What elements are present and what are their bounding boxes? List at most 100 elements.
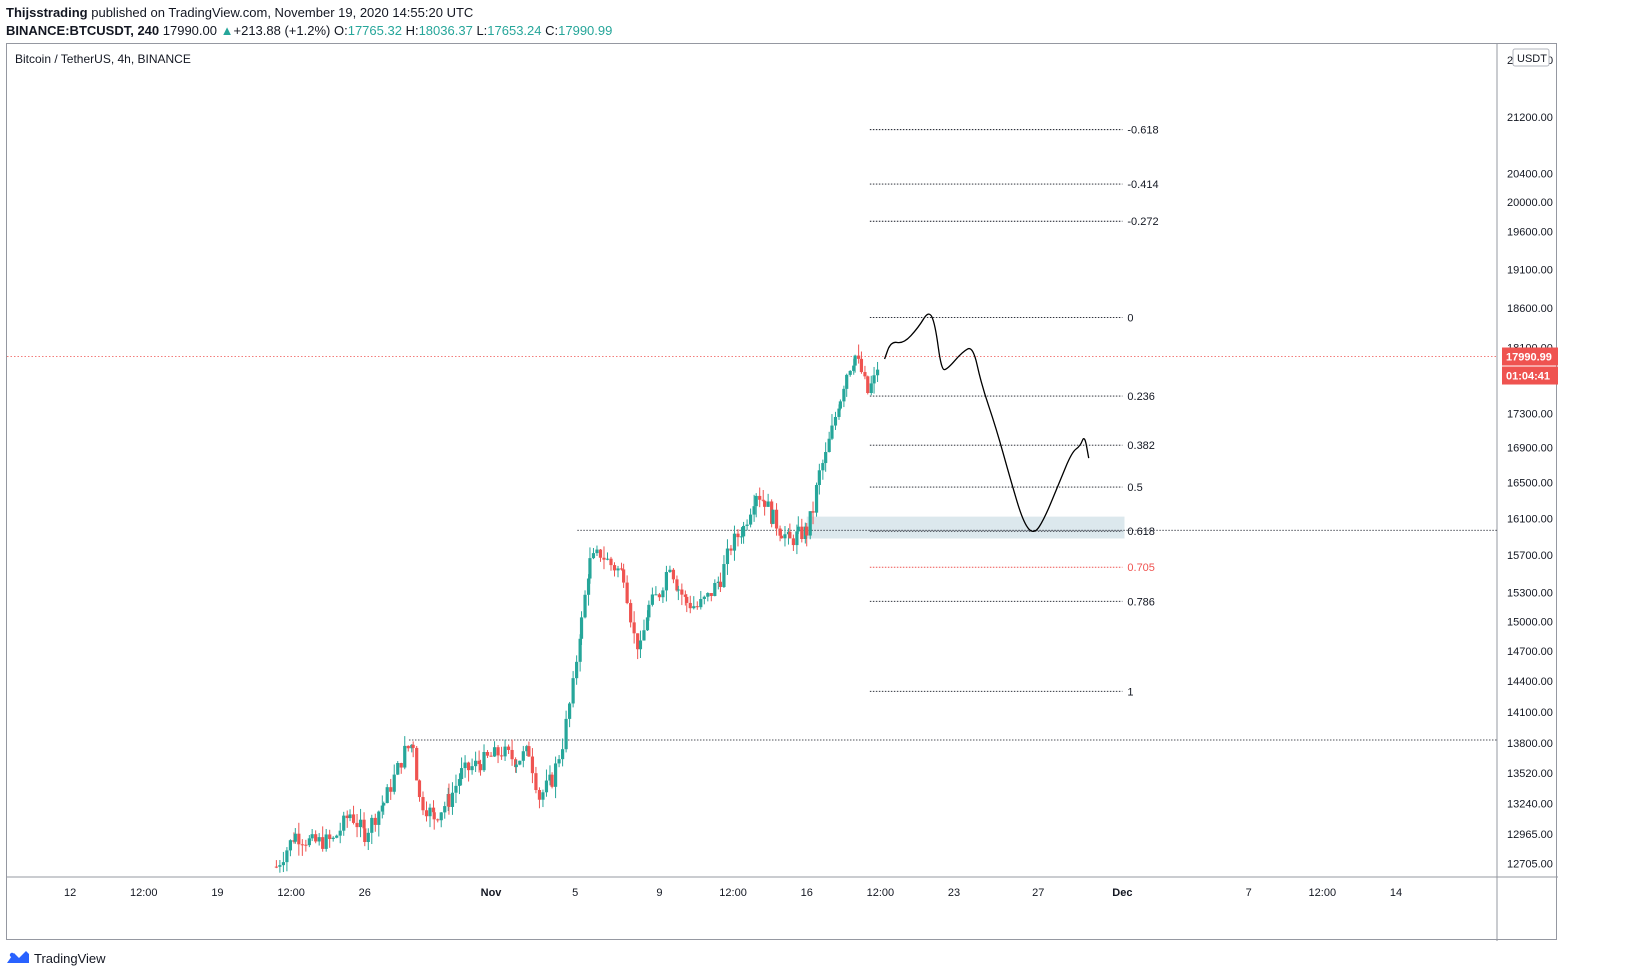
candle-body [619,568,624,570]
candle-body [358,819,363,828]
candle-body [345,815,349,819]
tradingview-brand[interactable]: TradingView [34,951,106,966]
candle-body [482,752,486,771]
publish-line: Thijsstrading published on TradingView.c… [6,4,612,22]
candle-body [489,755,493,757]
candle-body [588,558,592,579]
candle-body [342,815,346,831]
candle-body [709,593,713,597]
countdown-tag [1502,366,1558,385]
symbol-label[interactable]: BINANCE:BTCUSDT, 240 [6,23,160,38]
price-tick-label-top: 2 [1507,55,1513,67]
candle-body [485,752,490,756]
close-value: 17990.99 [558,23,613,38]
candle-body [852,365,856,371]
candle-body [609,558,613,566]
candle-body [779,535,784,539]
candle-body [380,805,384,812]
candle-body [506,746,511,750]
price-tick-label: 14100.00 [1507,707,1553,719]
chart-frame[interactable]: Bitcoin / TetherUS, 4h, BINANCE -0.618 -0.… [6,43,1558,941]
price-tick-label: 12705.00 [1507,859,1553,871]
current-price-tag [1502,347,1558,366]
time-tick-label: 12:00 [1309,887,1337,899]
candle-body [758,495,762,500]
candle-body [838,401,842,409]
candle-body [281,862,285,866]
fib-label-0.382: 0.382 [1127,440,1155,452]
candle-body [706,593,710,597]
candle-body [657,594,662,598]
candle-body [817,470,821,485]
candle-body [548,774,552,781]
candle-body [403,745,407,768]
candle-body [783,534,787,539]
candle-body [699,599,703,608]
fib-label-0.705: 0.705 [1127,562,1155,574]
candle-body [450,792,455,807]
candle-body [598,549,603,558]
candle-body [568,703,572,719]
candle-body [571,678,575,704]
fib-label-0.236: 0.236 [1127,391,1155,403]
candle-body [716,581,720,584]
candle-body [863,372,867,377]
candle-body [778,528,782,536]
candle-body [732,533,737,551]
open-label: O: [333,23,348,38]
currency-badge: USDT [1517,53,1547,65]
candle-body [725,548,730,565]
candle-body [702,596,706,600]
candle-body [470,766,474,771]
candle-body [544,780,549,793]
candle-body [510,749,514,760]
candle-body [578,638,582,662]
candle-body [796,526,800,532]
time-tick-label: 12:00 [130,887,158,899]
price-tick-label: 19600.00 [1507,227,1553,239]
candle-body [595,549,599,554]
price-tick-label: 15000.00 [1507,617,1553,629]
price-tick-label: 13240.00 [1507,799,1553,811]
fib-label-0: 0 [1127,312,1133,324]
candle-body [805,526,809,536]
candle-body [285,850,289,863]
candle-body [288,840,293,851]
candle-body [436,819,440,821]
time-tick-label: 12:00 [867,887,895,899]
candle-body [821,463,825,471]
candle-body [685,596,689,603]
time-tick-label: 7 [1246,887,1252,899]
price-tick-label-top-right: 0 [1547,55,1553,67]
tradingview-logo-icon[interactable] [6,949,30,968]
chart-header: Thijsstrading published on TradingView.c… [6,4,612,40]
time-tick-label: 19 [211,887,223,899]
candle-body [553,763,558,787]
candle-body [661,590,665,598]
candle-body [355,822,359,828]
fib-label-0.786: 0.786 [1127,596,1155,608]
candle-body [763,500,767,507]
candle-body [654,594,658,596]
time-tick-label: Nov [481,887,503,899]
candle-body [417,780,422,798]
candle-body [675,579,679,591]
candle-body [351,814,356,823]
candle-body [317,837,321,842]
candle-body [713,583,717,597]
candle-body [477,760,481,765]
candle-body [642,630,646,641]
candle-body [514,764,518,768]
candle-body [875,369,880,376]
candle-body [300,844,304,846]
candle-body [348,814,352,819]
author-name[interactable]: Thijsstrading [6,5,88,20]
candle-body [748,514,753,525]
projection-path [883,313,1090,533]
time-tick-label: 23 [948,887,960,899]
fib-label--0.414: -0.414 [1127,179,1158,191]
candle-body [541,792,545,800]
candle-body [866,376,870,394]
candle-body [837,408,841,417]
chart-canvas[interactable]: Bitcoin / TetherUS, 4h, BINANCE -0.618 -0.… [7,44,1558,941]
